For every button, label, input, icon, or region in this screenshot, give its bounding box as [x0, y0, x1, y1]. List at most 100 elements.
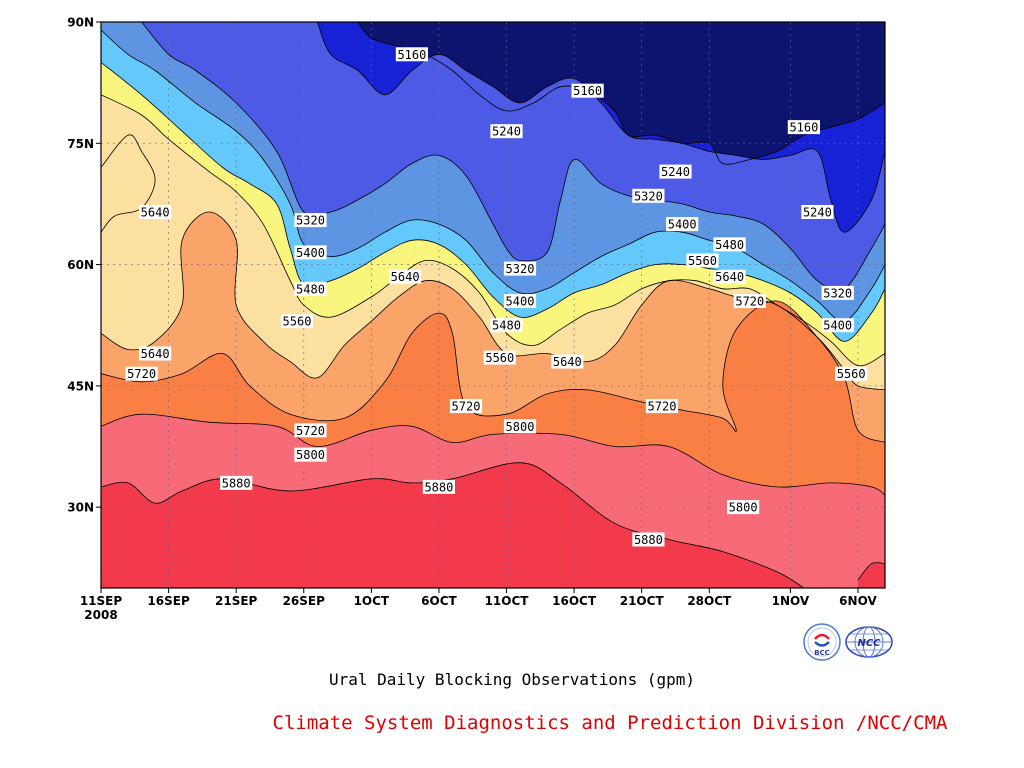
contour-line-5800 [101, 413, 885, 496]
contour-label-text: 5800 [506, 420, 535, 434]
contour-label-bg [659, 164, 692, 179]
contour-label-bg [139, 205, 172, 219]
contour-label-text: 5400 [668, 218, 697, 232]
contour-label-bg [294, 245, 327, 260]
credit-text: Climate System Diagnostics and Predictio… [272, 712, 948, 734]
x-tick-label: 1OCT [354, 594, 390, 608]
contour-label: 5160 [787, 120, 820, 135]
contour-label-text: 5560 [837, 367, 866, 381]
y-tick-label: 90N [67, 16, 94, 30]
contour-labels: 5160 5160 5160 5240 5240 5240 5320 5320 5320 5320… [125, 47, 868, 547]
contour-label-bg [503, 294, 537, 308]
contour-label-text: 5240 [661, 165, 690, 179]
contour-label-text: 5160 [397, 48, 426, 62]
contour-label-text: 5400 [823, 319, 852, 333]
contour-label-text: 5640 [391, 270, 420, 284]
contour-label-bg [713, 237, 746, 252]
contour-label: 5560 [280, 314, 314, 329]
x-tick-label: 21SEP [215, 594, 258, 608]
contour-label-text: 5320 [506, 262, 535, 276]
contour-label: 5320 [503, 261, 537, 276]
contour-label: 5720 [449, 399, 483, 414]
contour-label-text: 5720 [296, 424, 325, 438]
contour-label: 5560 [686, 253, 719, 268]
contour-label: 5240 [659, 164, 692, 179]
x-tick-label: 1NOV [772, 594, 810, 608]
x-tick-label: 16OCT [552, 594, 597, 608]
contour-label-bg [294, 423, 327, 438]
contour-label-bg [713, 269, 746, 284]
contour-label-bg [125, 366, 158, 381]
heatmap-bands [101, 22, 885, 588]
contour-label: 5400 [666, 217, 699, 232]
plot-frame [100, 21, 886, 589]
x-tick-sublabel: 2008 [84, 608, 117, 622]
contour-label: 5800 [294, 447, 327, 462]
contour-label-text: 5800 [296, 448, 325, 462]
contour-label: 5400 [503, 294, 537, 309]
contour-label-text: 5400 [296, 246, 325, 260]
y-tick-label: 30N [67, 501, 94, 515]
contour-label-text: 5480 [492, 319, 521, 333]
contour-label-bg [835, 366, 868, 381]
contour-line-5320 [141, 22, 885, 292]
contour-label: 5160 [395, 47, 428, 62]
contour-label: 5640 [389, 269, 422, 284]
contour-label-bg [666, 217, 699, 232]
contour-line-5240 [316, 22, 885, 233]
contour-label-text: 5240 [803, 206, 832, 220]
contour-label-bg [733, 294, 766, 308]
contour-label-bg [727, 500, 760, 515]
contour-line-5880 [857, 562, 885, 581]
ncc-logo-icon: NCC [845, 626, 893, 658]
band-5880 [101, 462, 885, 588]
contour-label-bg [139, 346, 172, 361]
contour-label-text: 5160 [573, 84, 602, 98]
contour-label-bg [395, 47, 428, 62]
contour-label: 5720 [294, 423, 327, 438]
contour-label: 5640 [551, 354, 584, 369]
contour-label-bg [801, 205, 834, 219]
contour-label: 5320 [632, 188, 665, 203]
contour-label-bg [645, 399, 679, 414]
contour-label-text: 5480 [715, 238, 744, 252]
x-tick-label: 6NOV [839, 594, 877, 608]
ncc-logo-text: NCC [857, 638, 881, 649]
contour-label-text: 5560 [688, 254, 717, 268]
contour-label-text: 5320 [634, 189, 663, 203]
contour-label-bg [483, 350, 516, 365]
contour-lines [101, 22, 885, 588]
contour-label: 5240 [490, 124, 523, 139]
contour-label-text: 5560 [283, 315, 312, 329]
contour-label-bg [490, 318, 523, 333]
contour-label: 5320 [821, 285, 854, 300]
contour-label-bg [551, 354, 584, 369]
y-tick-label: 60N [67, 258, 94, 272]
contour-label: 5640 [713, 269, 746, 284]
x-tick-label: 26SEP [283, 594, 326, 608]
contour-line-5720 [101, 300, 885, 443]
contour-label-bg [821, 285, 854, 300]
contour-label-text: 5880 [222, 476, 251, 490]
contour-label-bg [503, 261, 537, 276]
contour-label-text: 5720 [127, 367, 156, 381]
contour-label: 5640 [139, 346, 172, 361]
contour-label: 5480 [294, 281, 327, 296]
x-tick-label: 6OCT [421, 594, 457, 608]
contour-label-bg [294, 281, 327, 296]
contour-line-5560 [101, 94, 885, 367]
contour-label-text: 5160 [789, 121, 818, 135]
contour-label-text: 5640 [141, 206, 170, 220]
contour-label-text: 5800 [729, 501, 758, 515]
bcc-logo-icon: BCC [803, 623, 841, 661]
contour-label: 5400 [294, 245, 327, 260]
contour-label-text: 5720 [735, 295, 764, 309]
contour-label-text: 5480 [296, 282, 325, 296]
contour-label: 5400 [821, 318, 854, 333]
contour-label: 5240 [801, 205, 834, 220]
contour-label: 5640 [139, 205, 172, 220]
contour-label-text: 5880 [424, 480, 453, 494]
contour-line-5400 [101, 29, 885, 322]
